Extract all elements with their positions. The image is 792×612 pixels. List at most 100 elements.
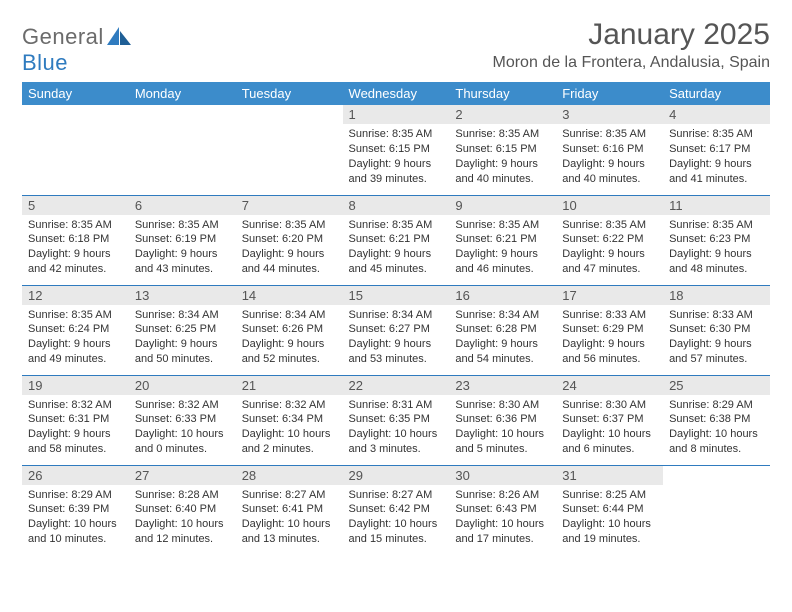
day-number: 31 bbox=[556, 466, 663, 485]
sunrise-line: Sunrise: 8:27 AM bbox=[242, 488, 337, 503]
day-cell: 23Sunrise: 8:30 AMSunset: 6:36 PMDayligh… bbox=[449, 375, 556, 465]
day-content: Sunrise: 8:28 AMSunset: 6:40 PMDaylight:… bbox=[129, 485, 236, 551]
daylight-line: Daylight: 10 hours and 3 minutes. bbox=[349, 427, 444, 457]
day-cell: 25Sunrise: 8:29 AMSunset: 6:38 PMDayligh… bbox=[663, 375, 770, 465]
day-number: 2 bbox=[449, 105, 556, 124]
day-cell: 26Sunrise: 8:29 AMSunset: 6:39 PMDayligh… bbox=[22, 465, 129, 555]
day-number: 22 bbox=[343, 376, 450, 395]
day-number: 24 bbox=[556, 376, 663, 395]
day-number: 28 bbox=[236, 466, 343, 485]
sunset-line: Sunset: 6:16 PM bbox=[562, 142, 657, 157]
sunrise-line: Sunrise: 8:26 AM bbox=[455, 488, 550, 503]
day-cell: 13Sunrise: 8:34 AMSunset: 6:25 PMDayligh… bbox=[129, 285, 236, 375]
day-number: 6 bbox=[129, 196, 236, 215]
day-cell: 17Sunrise: 8:33 AMSunset: 6:29 PMDayligh… bbox=[556, 285, 663, 375]
sunrise-line: Sunrise: 8:35 AM bbox=[242, 218, 337, 233]
day-number: 9 bbox=[449, 196, 556, 215]
day-number: 15 bbox=[343, 286, 450, 305]
day-cell: 22Sunrise: 8:31 AMSunset: 6:35 PMDayligh… bbox=[343, 375, 450, 465]
sunset-line: Sunset: 6:34 PM bbox=[242, 412, 337, 427]
week-row: 5Sunrise: 8:35 AMSunset: 6:18 PMDaylight… bbox=[22, 195, 770, 285]
day-number: 4 bbox=[663, 105, 770, 124]
daylight-line: Daylight: 9 hours and 53 minutes. bbox=[349, 337, 444, 367]
sunrise-line: Sunrise: 8:35 AM bbox=[562, 127, 657, 142]
day-content: Sunrise: 8:35 AMSunset: 6:15 PMDaylight:… bbox=[343, 124, 450, 190]
sunset-line: Sunset: 6:24 PM bbox=[28, 322, 123, 337]
sunrise-line: Sunrise: 8:33 AM bbox=[669, 308, 764, 323]
day-cell: 7Sunrise: 8:35 AMSunset: 6:20 PMDaylight… bbox=[236, 195, 343, 285]
day-cell: 16Sunrise: 8:34 AMSunset: 6:28 PMDayligh… bbox=[449, 285, 556, 375]
header-thursday: Thursday bbox=[449, 82, 556, 105]
day-content: Sunrise: 8:34 AMSunset: 6:26 PMDaylight:… bbox=[236, 305, 343, 371]
day-cell bbox=[129, 105, 236, 195]
sunset-line: Sunset: 6:42 PM bbox=[349, 502, 444, 517]
daylight-line: Daylight: 10 hours and 10 minutes. bbox=[28, 517, 123, 547]
day-cell: 1Sunrise: 8:35 AMSunset: 6:15 PMDaylight… bbox=[343, 105, 450, 195]
daylight-line: Daylight: 9 hours and 42 minutes. bbox=[28, 247, 123, 277]
day-number: 21 bbox=[236, 376, 343, 395]
day-number: 23 bbox=[449, 376, 556, 395]
day-number: 7 bbox=[236, 196, 343, 215]
sunrise-line: Sunrise: 8:34 AM bbox=[349, 308, 444, 323]
daylight-line: Daylight: 9 hours and 46 minutes. bbox=[455, 247, 550, 277]
sunset-line: Sunset: 6:33 PM bbox=[135, 412, 230, 427]
day-number: 11 bbox=[663, 196, 770, 215]
day-number: 12 bbox=[22, 286, 129, 305]
sunrise-line: Sunrise: 8:35 AM bbox=[669, 218, 764, 233]
week-row: 19Sunrise: 8:32 AMSunset: 6:31 PMDayligh… bbox=[22, 375, 770, 465]
sunset-line: Sunset: 6:44 PM bbox=[562, 502, 657, 517]
sunrise-line: Sunrise: 8:28 AM bbox=[135, 488, 230, 503]
day-cell: 2Sunrise: 8:35 AMSunset: 6:15 PMDaylight… bbox=[449, 105, 556, 195]
daylight-line: Daylight: 9 hours and 44 minutes. bbox=[242, 247, 337, 277]
daylight-line: Daylight: 10 hours and 6 minutes. bbox=[562, 427, 657, 457]
sunrise-line: Sunrise: 8:35 AM bbox=[349, 218, 444, 233]
day-cell: 14Sunrise: 8:34 AMSunset: 6:26 PMDayligh… bbox=[236, 285, 343, 375]
daylight-line: Daylight: 9 hours and 40 minutes. bbox=[562, 157, 657, 187]
day-number: 3 bbox=[556, 105, 663, 124]
day-content: Sunrise: 8:25 AMSunset: 6:44 PMDaylight:… bbox=[556, 485, 663, 551]
daylight-line: Daylight: 9 hours and 47 minutes. bbox=[562, 247, 657, 277]
sunset-line: Sunset: 6:18 PM bbox=[28, 232, 123, 247]
week-row: 1Sunrise: 8:35 AMSunset: 6:15 PMDaylight… bbox=[22, 105, 770, 195]
day-cell: 12Sunrise: 8:35 AMSunset: 6:24 PMDayligh… bbox=[22, 285, 129, 375]
month-title: January 2025 bbox=[493, 18, 771, 52]
sunset-line: Sunset: 6:39 PM bbox=[28, 502, 123, 517]
day-cell: 30Sunrise: 8:26 AMSunset: 6:43 PMDayligh… bbox=[449, 465, 556, 555]
day-number: 20 bbox=[129, 376, 236, 395]
sunrise-line: Sunrise: 8:30 AM bbox=[562, 398, 657, 413]
sunset-line: Sunset: 6:25 PM bbox=[135, 322, 230, 337]
sunrise-line: Sunrise: 8:33 AM bbox=[562, 308, 657, 323]
week-row: 12Sunrise: 8:35 AMSunset: 6:24 PMDayligh… bbox=[22, 285, 770, 375]
sunset-line: Sunset: 6:43 PM bbox=[455, 502, 550, 517]
day-content: Sunrise: 8:32 AMSunset: 6:33 PMDaylight:… bbox=[129, 395, 236, 461]
logo-sail-icon bbox=[106, 26, 132, 46]
sunset-line: Sunset: 6:29 PM bbox=[562, 322, 657, 337]
day-content: Sunrise: 8:30 AMSunset: 6:37 PMDaylight:… bbox=[556, 395, 663, 461]
daylight-line: Daylight: 9 hours and 40 minutes. bbox=[455, 157, 550, 187]
sunrise-line: Sunrise: 8:35 AM bbox=[28, 218, 123, 233]
day-cell: 20Sunrise: 8:32 AMSunset: 6:33 PMDayligh… bbox=[129, 375, 236, 465]
sunset-line: Sunset: 6:21 PM bbox=[455, 232, 550, 247]
day-cell: 27Sunrise: 8:28 AMSunset: 6:40 PMDayligh… bbox=[129, 465, 236, 555]
day-content: Sunrise: 8:35 AMSunset: 6:16 PMDaylight:… bbox=[556, 124, 663, 190]
day-number: 30 bbox=[449, 466, 556, 485]
day-content: Sunrise: 8:35 AMSunset: 6:24 PMDaylight:… bbox=[22, 305, 129, 371]
sunrise-line: Sunrise: 8:29 AM bbox=[28, 488, 123, 503]
day-cell: 15Sunrise: 8:34 AMSunset: 6:27 PMDayligh… bbox=[343, 285, 450, 375]
day-cell: 21Sunrise: 8:32 AMSunset: 6:34 PMDayligh… bbox=[236, 375, 343, 465]
logo-word-2: Blue bbox=[22, 50, 68, 75]
sunrise-line: Sunrise: 8:32 AM bbox=[242, 398, 337, 413]
calendar-page: GeneralBlue January 2025 Moron de la Fro… bbox=[0, 0, 792, 565]
daylight-line: Daylight: 9 hours and 58 minutes. bbox=[28, 427, 123, 457]
day-content: Sunrise: 8:35 AMSunset: 6:21 PMDaylight:… bbox=[343, 215, 450, 281]
day-content: Sunrise: 8:35 AMSunset: 6:15 PMDaylight:… bbox=[449, 124, 556, 190]
day-content: Sunrise: 8:35 AMSunset: 6:21 PMDaylight:… bbox=[449, 215, 556, 281]
day-content: Sunrise: 8:29 AMSunset: 6:38 PMDaylight:… bbox=[663, 395, 770, 461]
sunset-line: Sunset: 6:19 PM bbox=[135, 232, 230, 247]
sunset-line: Sunset: 6:22 PM bbox=[562, 232, 657, 247]
logo: GeneralBlue bbox=[22, 24, 132, 76]
daylight-line: Daylight: 9 hours and 43 minutes. bbox=[135, 247, 230, 277]
day-number: 29 bbox=[343, 466, 450, 485]
day-cell: 4Sunrise: 8:35 AMSunset: 6:17 PMDaylight… bbox=[663, 105, 770, 195]
daylight-line: Daylight: 9 hours and 57 minutes. bbox=[669, 337, 764, 367]
